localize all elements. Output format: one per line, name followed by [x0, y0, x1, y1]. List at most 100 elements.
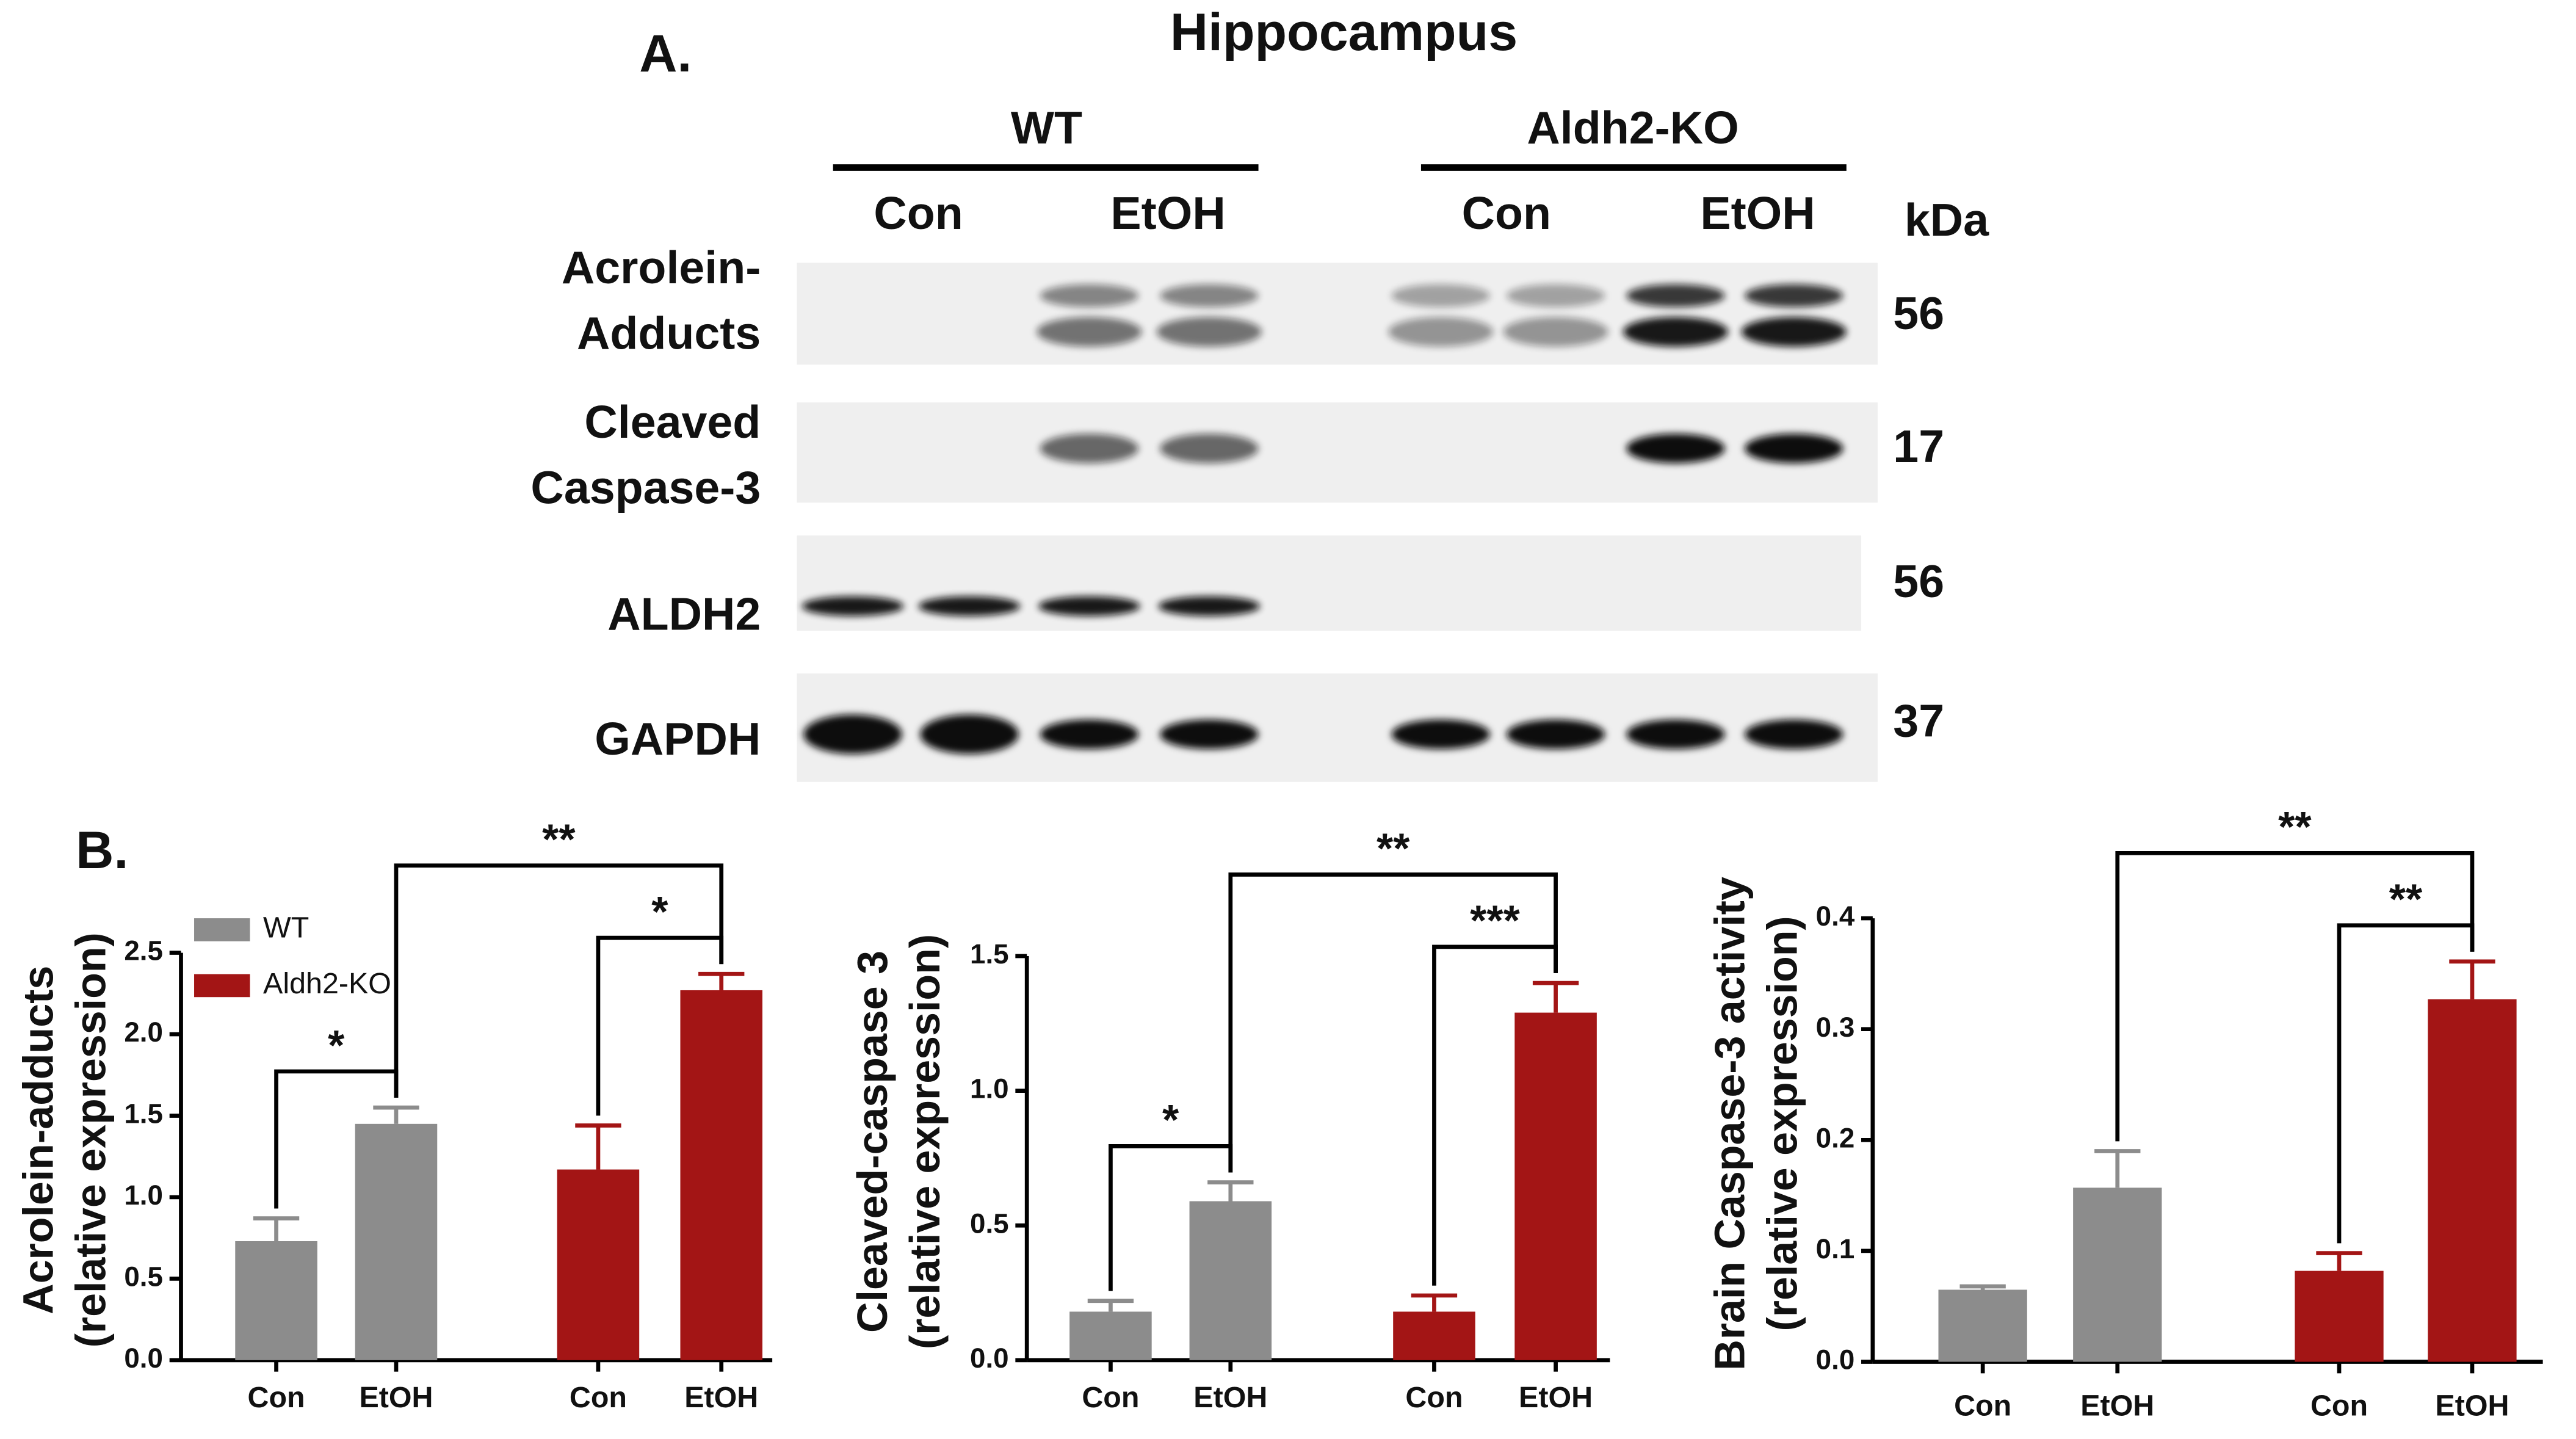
band — [803, 714, 902, 755]
legend-label: WT — [263, 912, 309, 944]
y-tick-label: 2.5 — [124, 935, 163, 966]
y-tick-label: 1.0 — [970, 1073, 1009, 1104]
x-tick-label: EtOH — [359, 1381, 433, 1414]
blot-title: Hippocampus — [1170, 3, 1518, 62]
x-tick-label: Con — [248, 1381, 305, 1414]
x-tick-label: EtOH — [2080, 1390, 2154, 1423]
x-tick-label: Con — [1954, 1390, 2011, 1423]
significance-label: ** — [542, 816, 576, 863]
band — [1391, 284, 1490, 308]
row-label: Cleaved — [584, 396, 761, 448]
row-label: GAPDH — [595, 713, 761, 764]
significance-label: ** — [1377, 824, 1410, 872]
kda-label: 56 — [1893, 288, 1944, 339]
y-axis-label: (relative expression) — [1759, 916, 1806, 1331]
bar — [2428, 999, 2517, 1362]
band — [1741, 317, 1847, 347]
group-label: Aldh2-KO — [1527, 102, 1738, 153]
band — [920, 714, 1019, 755]
x-tick-label: EtOH — [1519, 1381, 1593, 1414]
band — [801, 596, 904, 616]
y-tick-label: 0.0 — [124, 1343, 163, 1374]
y-tick-label: 0.5 — [124, 1261, 163, 1292]
band — [1037, 317, 1142, 347]
group-label: WT — [1011, 102, 1082, 153]
band — [1040, 284, 1139, 308]
band — [1038, 596, 1140, 616]
band — [1040, 719, 1139, 749]
bar — [2073, 1187, 2162, 1362]
row-label: ALDH2 — [607, 589, 761, 640]
panel-label: A. — [639, 24, 692, 83]
y-tick-label: 0.2 — [1816, 1122, 1855, 1153]
band — [1391, 719, 1490, 749]
blot-panel — [797, 535, 1862, 631]
significance-label: ** — [2389, 875, 2423, 923]
y-tick-label: 0.0 — [970, 1343, 1009, 1374]
band — [1626, 284, 1725, 308]
lane-label: EtOH — [1700, 187, 1815, 239]
bar — [355, 1123, 438, 1360]
band — [1503, 317, 1608, 347]
significance-bracket — [2337, 923, 2475, 1244]
blot-panel — [797, 263, 1878, 365]
significance-bracket — [394, 863, 724, 1098]
bar — [680, 990, 762, 1360]
y-axis-label: Cleaved-caspase 3 — [848, 951, 896, 1333]
significance-bracket — [2115, 850, 2475, 1142]
x-tick-label: Con — [570, 1381, 627, 1414]
bar — [1938, 1289, 2027, 1362]
band — [1506, 719, 1605, 749]
kda-label: 17 — [1893, 421, 1944, 472]
bar — [235, 1241, 317, 1360]
y-tick-label: 0.0 — [1816, 1344, 1855, 1376]
bar — [1514, 1012, 1597, 1360]
bar — [2295, 1270, 2384, 1362]
x-tick-label: EtOH — [1193, 1381, 1267, 1414]
y-tick-label: 1.5 — [970, 938, 1009, 970]
band — [1160, 719, 1259, 749]
band — [1156, 317, 1262, 347]
band — [1623, 317, 1729, 347]
band — [1160, 284, 1259, 308]
y-axis-label: (relative expression) — [901, 934, 949, 1349]
bar — [557, 1169, 640, 1360]
significance-label: ** — [2278, 803, 2312, 850]
significance-bracket — [596, 935, 724, 1116]
significance-label: * — [651, 888, 668, 935]
band — [1160, 433, 1259, 463]
significance-bracket — [1228, 872, 1558, 1173]
y-tick-label: 0.5 — [970, 1208, 1009, 1239]
kda-label: 37 — [1893, 695, 1944, 746]
x-tick-label: Con — [2310, 1390, 2368, 1423]
y-tick-label: 1.5 — [124, 1098, 163, 1129]
significance-bracket — [1432, 944, 1558, 1286]
legend-label: Aldh2-KO — [263, 967, 391, 1000]
significance-label: *** — [1470, 897, 1520, 944]
band — [1744, 284, 1843, 308]
band — [1744, 719, 1843, 749]
band — [1158, 596, 1261, 616]
band — [918, 596, 1021, 616]
lane-label: Con — [1462, 187, 1551, 239]
y-tick-label: 0.4 — [1816, 901, 1855, 932]
y-axis-label: (relative expression) — [67, 932, 114, 1347]
kda-header: kDa — [1905, 194, 1989, 245]
blot — [797, 263, 1878, 782]
y-tick-label: 0.3 — [1816, 1012, 1855, 1043]
x-tick-label: EtOH — [684, 1381, 758, 1414]
band — [1506, 284, 1605, 308]
y-tick-label: 1.0 — [124, 1180, 163, 1211]
kda-label: 56 — [1893, 556, 1944, 607]
band — [1388, 317, 1494, 347]
significance-label: * — [1162, 1096, 1179, 1144]
significance-label: * — [328, 1021, 345, 1069]
x-tick-label: EtOH — [2435, 1390, 2509, 1423]
row-label: Caspase-3 — [530, 462, 761, 513]
y-tick-label: 2.0 — [124, 1017, 163, 1048]
legend-swatch — [194, 974, 250, 998]
y-axis-label: Brain Caspase-3 activity — [1706, 877, 1754, 1371]
lane-label: EtOH — [1110, 187, 1225, 239]
band — [1744, 433, 1843, 463]
band — [1626, 433, 1725, 463]
